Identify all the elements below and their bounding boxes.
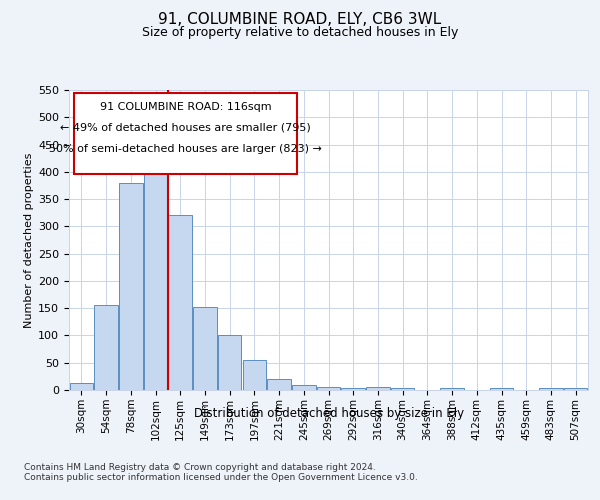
Bar	[193, 306, 217, 390]
Bar	[490, 388, 513, 390]
Text: Contains HM Land Registry data © Crown copyright and database right 2024.
Contai: Contains HM Land Registry data © Crown c…	[24, 462, 418, 482]
Bar	[292, 384, 316, 390]
Bar	[539, 388, 563, 390]
Text: 91, COLUMBINE ROAD, ELY, CB6 3WL: 91, COLUMBINE ROAD, ELY, CB6 3WL	[158, 12, 442, 28]
Bar	[268, 379, 291, 390]
Bar	[341, 388, 365, 390]
Bar	[94, 306, 118, 390]
Bar	[391, 388, 415, 390]
Bar	[564, 388, 587, 390]
Bar	[144, 161, 167, 390]
Bar	[218, 336, 241, 390]
FancyBboxPatch shape	[74, 93, 298, 174]
Y-axis label: Number of detached properties: Number of detached properties	[24, 152, 34, 328]
Bar	[169, 216, 192, 390]
Bar	[440, 388, 464, 390]
Bar	[317, 388, 340, 390]
Text: Size of property relative to detached houses in Ely: Size of property relative to detached ho…	[142, 26, 458, 39]
Text: ← 49% of detached houses are smaller (795): ← 49% of detached houses are smaller (79…	[61, 123, 311, 133]
Bar	[119, 182, 143, 390]
Text: Distribution of detached houses by size in Ely: Distribution of detached houses by size …	[194, 408, 464, 420]
Bar	[366, 388, 389, 390]
Bar	[70, 384, 93, 390]
Bar	[242, 360, 266, 390]
Text: 91 COLUMBINE ROAD: 116sqm: 91 COLUMBINE ROAD: 116sqm	[100, 102, 272, 112]
Text: 50% of semi-detached houses are larger (823) →: 50% of semi-detached houses are larger (…	[49, 144, 322, 154]
